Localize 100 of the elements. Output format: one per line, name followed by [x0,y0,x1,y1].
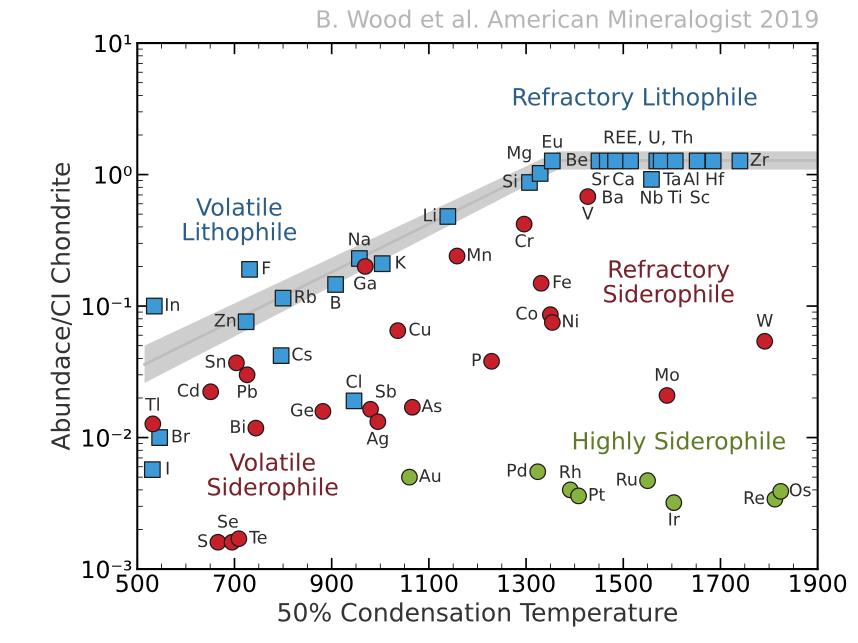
annotation: S [198,534,208,548]
annotation: Sn [206,354,226,368]
annotation: Mo [656,368,679,382]
annotation: Li [424,208,436,222]
annotation: Cs [292,348,312,361]
annotation: Zn [214,314,236,327]
annotation: Sb [376,384,396,398]
point [448,248,466,264]
point [401,468,418,486]
annotation: Volatile Lithophile [184,198,296,246]
annotation: Pt [590,488,605,501]
point [238,366,256,384]
annotation: Co [516,306,538,320]
annotation: Rh [560,464,580,478]
point [658,387,676,404]
point [772,482,790,500]
point [356,258,374,275]
point [369,413,386,430]
point [643,170,660,188]
annotation: Ta [663,172,680,186]
point [238,313,255,330]
point [665,494,682,512]
point [579,188,596,205]
y-axis-title: Abundace/CI Chondrite [50,162,72,450]
annotation: Ge [291,403,314,416]
point [688,152,706,170]
point [346,392,362,410]
annotation: Mg [508,146,531,162]
annotation: Br [172,430,190,442]
annotation: Tl [145,397,159,411]
annotation: In [166,298,179,311]
annotation: F [262,262,270,274]
y-tick-label: 10¹ [96,34,132,52]
annotation: K [396,256,406,268]
point [327,276,344,293]
point [704,152,722,170]
annotation: W [756,314,773,327]
point [732,152,748,170]
point [144,461,161,478]
x-tick-label: 1700 [693,574,749,592]
annotation: Pd [508,463,526,477]
annotation: Be [567,153,588,166]
x-tick-label: 900 [310,574,353,592]
annotation: Re [744,491,764,504]
y-tick-label: 10⁻¹ [83,298,132,316]
annotation: Rb [295,290,316,304]
point [314,403,332,420]
annotation: Te [249,530,267,544]
annotation: Highly Siderophile [574,431,785,454]
annotation: Na [349,232,370,246]
annotation: Ba [603,190,622,204]
annotation: Cl [346,374,361,388]
text: B. Wood et al. American Mineralogist 2019 [318,10,818,32]
annotation: Pb [238,384,257,398]
point [228,354,245,372]
point [666,152,684,170]
x-axis-title: 50% Condensation Temperature [278,602,678,627]
point [146,298,163,314]
point [374,255,391,272]
annotation: Volatile Siderophile [208,452,338,500]
x-tick-label: 700 [214,574,256,592]
x-tick-label: 1100 [401,574,458,592]
annotation: Ir [669,512,680,526]
annotation: Ca [613,172,634,186]
annotation: Ga [354,276,376,290]
annotation: Nb [641,190,663,204]
annotation: Os [790,483,811,496]
x-tick-label: 1300 [498,574,555,592]
point [570,488,587,504]
annotation: Hf [706,172,724,186]
point [272,347,290,364]
point [241,261,258,278]
point [210,534,226,551]
point [532,274,550,292]
point [756,332,774,350]
annotation: Refractory Siderophile [604,260,734,308]
annotation: V [582,206,594,220]
annotation: Ni [563,314,578,328]
annotation: I [166,462,168,474]
annotation: Cu [409,322,430,336]
annotation: Ag [366,432,388,448]
point [439,208,456,225]
annotation: Se [218,514,238,528]
annotation: Al [683,172,698,186]
point [247,420,264,436]
y-tick-label: 10⁰ [96,166,132,184]
point [483,352,500,370]
point [362,400,379,418]
annotation: Sr [592,172,610,186]
point [529,463,546,480]
x-tick-label: 1900 [790,574,846,592]
point [151,429,168,446]
point [622,152,639,170]
annotation: Au [418,469,440,482]
y-tick-label: 10⁻² [83,429,131,447]
annotation: Si [503,174,516,188]
annotation: Refractory Lithophile [514,87,756,110]
point [230,530,248,548]
annotation: Sc [690,190,710,204]
point [274,290,292,306]
